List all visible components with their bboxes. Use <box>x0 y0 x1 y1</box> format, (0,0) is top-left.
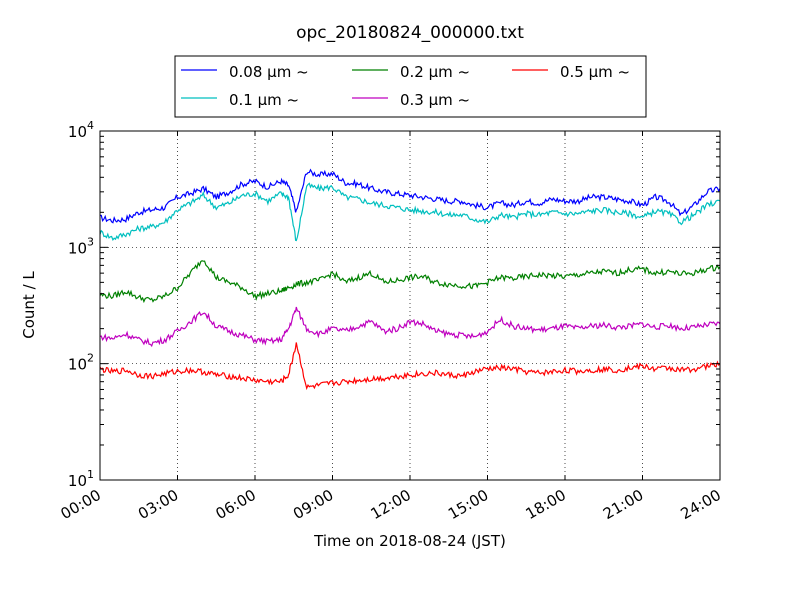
y-tick-label: 101 <box>68 468 94 490</box>
legend-label: 0.3 μm ~ <box>400 91 470 109</box>
legend-label: 0.1 μm ~ <box>229 91 299 109</box>
legend-label: 0.08 μm ~ <box>229 63 309 81</box>
grid <box>100 131 720 480</box>
y-tick-label: 104 <box>68 119 94 141</box>
series-line <box>99 168 721 224</box>
series-line <box>99 260 721 304</box>
legend: 0.08 μm ~ 0.1 μm ~ 0.2 μm ~ 0.3 μm ~ 0.5 μm … <box>174 55 647 118</box>
series-line <box>99 306 721 348</box>
legend-label: 0.5 μm ~ <box>560 63 630 81</box>
legend-box <box>174 55 647 118</box>
series-line <box>99 342 721 391</box>
y-tick-labels: 101 102 103 104 <box>68 119 94 490</box>
series-line <box>99 182 721 242</box>
chart-title: opc_20180824_000000.txt <box>296 23 524 43</box>
x-axis-label: Time on 2018-08-24 (JST) <box>313 532 506 550</box>
legend-label: 0.2 μm ~ <box>400 63 470 81</box>
y-axis-label: Count / L <box>20 271 38 339</box>
plot-frame-fill <box>100 131 720 480</box>
series-lines <box>99 168 721 391</box>
y-tick-label: 103 <box>68 235 94 257</box>
y-tick-label: 102 <box>68 352 94 374</box>
axis-ticks <box>99 130 721 481</box>
